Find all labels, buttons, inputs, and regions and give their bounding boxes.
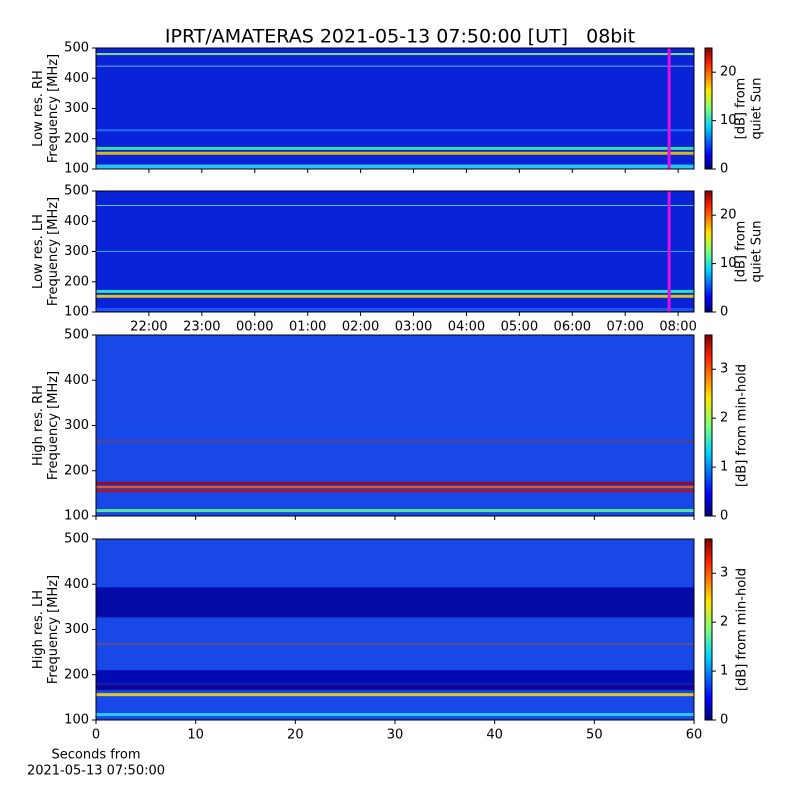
x-tick-label: 20 (287, 728, 304, 743)
colorbar (704, 538, 713, 721)
colorbar (704, 190, 713, 313)
heatmap-band (96, 53, 694, 56)
heatmap-band (96, 289, 694, 293)
colorbar-tick-label: 0 (720, 162, 728, 177)
x-tick-label: 06:00 (554, 320, 591, 335)
x-tick-label: 03:00 (395, 320, 432, 335)
heatmap-band (96, 693, 694, 697)
y-axis-label: Low res. LH (31, 214, 46, 289)
colorbar-label: [dB] from min-hold (735, 364, 750, 487)
heatmap-band (96, 486, 694, 489)
colorbar-tick-label: 0 (720, 713, 728, 728)
y-tick-label: 100 (64, 509, 89, 524)
colorbar (704, 47, 713, 170)
y-tick-label: 100 (64, 713, 89, 728)
chart-title: IPRT/AMATERAS 2021-05-13 07:50:00 [UT] 0… (165, 26, 635, 48)
x-tick-label: 05:00 (501, 320, 538, 335)
y-axis-label: Frequency [MHz] (46, 197, 61, 306)
y-tick-label: 500 (64, 184, 89, 199)
colorbar-label: [dB] from (734, 78, 749, 140)
heatmap-band (96, 713, 694, 717)
y-tick-label: 300 (64, 244, 89, 259)
colorbar-tick-label: 20 (720, 65, 737, 80)
heatmap-band (96, 509, 694, 513)
x-tick-label: 30 (387, 728, 404, 743)
colorbar-tick-label: 1 (720, 460, 728, 475)
y-tick-label: 400 (64, 71, 89, 86)
heatmap-band (96, 129, 694, 132)
y-tick-label: 400 (64, 373, 89, 388)
x-tick-label: 22:00 (130, 320, 167, 335)
y-axis-label: High res. RH (31, 385, 46, 466)
y-axis-label: Frequency [MHz] (46, 54, 61, 163)
y-tick-label: 200 (64, 131, 89, 146)
colorbar-label: [dB] from min-hold (735, 568, 750, 691)
x-tick-label: 04:00 (448, 320, 485, 335)
y-tick-label: 300 (64, 101, 89, 116)
x-tick-label: 40 (486, 728, 503, 743)
colorbar-tick-label: 3 (720, 362, 728, 377)
colorbar-tick-label: 2 (720, 615, 728, 630)
x-tick-label: 0 (92, 728, 100, 743)
x-axis-label: Seconds from (51, 748, 140, 763)
heatmap (96, 335, 694, 516)
x-tick-label: 23:00 (183, 320, 220, 335)
y-tick-label: 500 (64, 41, 89, 56)
heatmap-band (96, 294, 694, 298)
colorbar-label: [dB] from (734, 221, 749, 283)
y-axis-label: Frequency [MHz] (46, 371, 61, 480)
y-axis-label: Low res. RH (31, 70, 46, 147)
heatmap-band (96, 670, 694, 691)
heatmap-band (96, 489, 694, 493)
colorbar-label: quiet Sun (750, 77, 765, 139)
y-tick-label: 200 (64, 274, 89, 289)
y-tick-label: 200 (64, 667, 89, 682)
x-tick-label: 50 (586, 728, 603, 743)
x-tick-label: 08:00 (659, 320, 696, 335)
heatmap (96, 539, 694, 720)
colorbar-tick-label: 10 (720, 113, 737, 128)
y-tick-label: 200 (64, 463, 89, 478)
y-tick-label: 100 (64, 305, 89, 320)
colorbar-tick-label: 3 (720, 566, 728, 581)
y-axis-label: Frequency [MHz] (46, 575, 61, 684)
colorbar-tick-label: 0 (720, 305, 728, 320)
y-axis-label: High res. LH (31, 590, 46, 669)
colorbar-tick-label: 0 (720, 509, 728, 524)
heatmap-band (96, 164, 694, 169)
heatmap-band (96, 65, 694, 67)
x-axis-label: 2021-05-13 07:50:00 (27, 764, 165, 779)
x-tick-label: 01:00 (289, 320, 326, 335)
x-tick-label: 60 (686, 728, 703, 743)
heatmap-band (96, 308, 694, 312)
heatmap-band (96, 643, 694, 645)
heatmap-band (96, 587, 694, 618)
x-tick-label: 07:00 (606, 320, 643, 335)
colorbar-label: quiet Sun (750, 220, 765, 282)
colorbar-tick-label: 10 (720, 256, 737, 271)
y-tick-label: 400 (64, 577, 89, 592)
heatmap-band (96, 205, 694, 207)
colorbar-tick-label: 2 (720, 411, 728, 426)
y-tick-label: 500 (64, 532, 89, 547)
y-tick-label: 100 (64, 162, 89, 177)
heatmap-band (96, 481, 694, 485)
colorbar (704, 334, 713, 517)
x-tick-label: 02:00 (342, 320, 379, 335)
heatmap-band (96, 151, 694, 155)
y-tick-label: 300 (64, 622, 89, 637)
y-tick-label: 500 (64, 328, 89, 343)
heatmap-band (96, 251, 694, 252)
heatmap-band (96, 146, 694, 150)
colorbar-tick-label: 1 (720, 664, 728, 679)
colorbar-tick-label: 20 (720, 208, 737, 223)
x-tick-label: 00:00 (236, 320, 273, 335)
heatmap-band (96, 441, 694, 443)
y-tick-label: 300 (64, 418, 89, 433)
y-tick-label: 400 (64, 214, 89, 229)
x-tick-label: 10 (187, 728, 204, 743)
